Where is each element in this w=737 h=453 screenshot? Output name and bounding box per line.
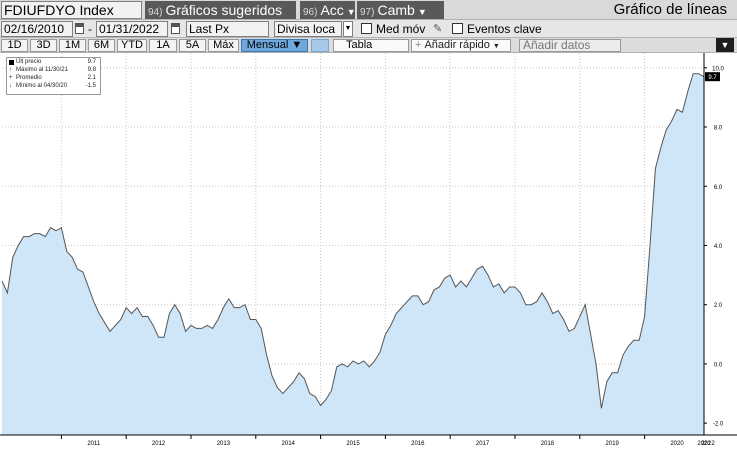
max-marker-icon: ↑ <box>9 67 12 73</box>
y-tick-label: 4.0 <box>714 244 723 250</box>
ticker-field[interactable]: FDIUFDYO Index <box>1 1 142 19</box>
period-5a-button[interactable]: 5A <box>179 39 206 52</box>
suggested-charts-label: Gráficos sugeridos <box>165 2 283 18</box>
legend-last-price: Últ precio 9.7 <box>7 58 100 66</box>
suggested-charts-button[interactable]: 94) Gráficos sugeridos <box>145 1 296 19</box>
moving-average-checkbox[interactable] <box>361 23 372 34</box>
x-tick-label: 2016 <box>411 441 425 447</box>
chart-menu-icon[interactable]: ▼ <box>716 38 734 52</box>
key-events-label: Eventos clave <box>467 22 542 36</box>
legend-max: ↑ Máximo al 11/30/21 9.8 <box>7 66 100 74</box>
series-line <box>1 73 705 409</box>
legend-last-label: Últ precio <box>16 59 42 65</box>
chart-legend: Últ precio 9.7 ↑ Máximo al 11/30/21 9.8 … <box>6 57 101 95</box>
last-value-marker <box>705 72 720 82</box>
add-data-input[interactable]: Añadir datos <box>519 39 621 52</box>
field-select[interactable]: Last Px <box>186 21 269 37</box>
calendar-icon[interactable] <box>171 23 180 34</box>
date-separator: - <box>88 22 92 36</box>
pencil-icon[interactable]: ✎ <box>433 23 443 35</box>
table-button[interactable]: Tabla <box>333 39 409 52</box>
calendar-icon[interactable] <box>75 23 84 34</box>
series-swatch <box>9 60 14 65</box>
series-area <box>2 73 704 436</box>
suggested-charts-number: 94) <box>148 7 163 18</box>
x-tick-label: 2012 <box>152 441 166 447</box>
change-menu-button[interactable]: 97) Camb ▼ <box>357 1 444 19</box>
line-chart[interactable]: -2.0 0.0 2.0 4.0 6.0 8.0 10.0 9.7 2011 2012 2013 20… <box>0 53 737 453</box>
chevron-down-icon: ▼ <box>346 7 355 17</box>
legend-min: ↓ Mínimo al 04/30/20 -1.5 <box>7 82 100 90</box>
y-tick-label: 6.0 <box>714 185 723 191</box>
start-date-input[interactable]: 02/16/2010 <box>1 21 73 37</box>
x-tick-label: 2022 <box>701 441 715 447</box>
key-events-checkbox[interactable] <box>452 23 463 34</box>
legend-average-label: Promedio <box>16 75 42 81</box>
frequency-select[interactable]: Mensual ▼ <box>241 39 308 52</box>
legend-average: + Promedio 2.1 <box>7 74 100 82</box>
legend-min-label: Mínimo al 04/30/20 <box>16 83 68 89</box>
x-tick-label: 2020 <box>670 441 684 447</box>
quick-add-label: Añadir rápido <box>424 39 490 51</box>
x-tick-label: 2011 <box>87 441 101 447</box>
period-6m-button[interactable]: 6M <box>88 39 115 52</box>
date-range-bar: 02/16/2010 - 01/31/2022 Last Px Divisa l… <box>0 20 737 38</box>
y-tick-label: 10.0 <box>712 66 724 72</box>
y-tick-label: 2.0 <box>714 303 723 309</box>
chevron-down-icon[interactable]: ▼ <box>343 21 353 37</box>
x-tick-label: 2021 <box>697 441 711 447</box>
period-1d-button[interactable]: 1D <box>1 39 28 52</box>
last-value-label: 9.7 <box>708 75 717 81</box>
legend-max-label: Máximo al 11/30/21 <box>16 67 68 73</box>
actions-menu-label: Acc <box>320 2 344 18</box>
chevron-down-icon: ▼ <box>417 7 427 17</box>
actions-menu-number: 96) <box>303 7 318 18</box>
period-ytd-button[interactable]: YTD <box>117 39 147 52</box>
y-tick-label: 8.0 <box>714 126 723 132</box>
y-tick-label: -2.0 <box>713 422 724 428</box>
chart-style-button[interactable] <box>311 39 329 52</box>
period-3d-button[interactable]: 3D <box>30 39 57 52</box>
x-tick-label: 2015 <box>346 441 360 447</box>
period-bar: 1D 3D 1M 6M YTD 1A 5A Máx Mensual ▼ Tabl… <box>0 38 737 53</box>
legend-max-value: 9.8 <box>87 67 96 73</box>
legend-min-value: -1.5 <box>85 83 96 89</box>
period-max-button[interactable]: Máx <box>208 39 239 52</box>
chart-area: -2.0 0.0 2.0 4.0 6.0 8.0 10.0 9.7 2011 2012 2013 20… <box>0 53 737 453</box>
period-1a-button[interactable]: 1A <box>149 39 177 52</box>
average-marker-icon: + <box>9 75 13 81</box>
end-date-input[interactable]: 01/31/2022 <box>96 21 168 37</box>
top-toolbar: FDIUFDYO Index 94) Gráficos sugeridos 96)… <box>0 0 737 20</box>
legend-average-value: 2.1 <box>87 75 96 81</box>
moving-average-label: Med móv <box>376 22 426 36</box>
period-1m-button[interactable]: 1M <box>59 39 86 52</box>
quick-add-button[interactable]: + Añadir rápido ▼ <box>411 39 511 52</box>
change-menu-number: 97) <box>360 7 375 18</box>
currency-select[interactable]: Divisa loca <box>274 21 342 37</box>
x-tick-label: 2017 <box>476 441 490 447</box>
x-tick-label: 2018 <box>541 441 555 447</box>
min-marker-icon: ↓ <box>9 83 12 89</box>
y-tick-label: 0.0 <box>714 362 723 368</box>
plus-icon: + <box>415 39 422 51</box>
x-tick-label: 2019 <box>606 441 620 447</box>
chart-type-title: Gráfico de líneas <box>613 1 727 18</box>
change-menu-label: Camb <box>377 2 415 18</box>
actions-menu-button[interactable]: 96) Acc ▼ <box>300 1 355 19</box>
x-tick-label: 2013 <box>217 441 231 447</box>
x-tick-label: 2014 <box>282 441 296 447</box>
chevron-down-icon: ▼ <box>492 43 500 50</box>
legend-last-value: 9.7 <box>87 59 96 65</box>
